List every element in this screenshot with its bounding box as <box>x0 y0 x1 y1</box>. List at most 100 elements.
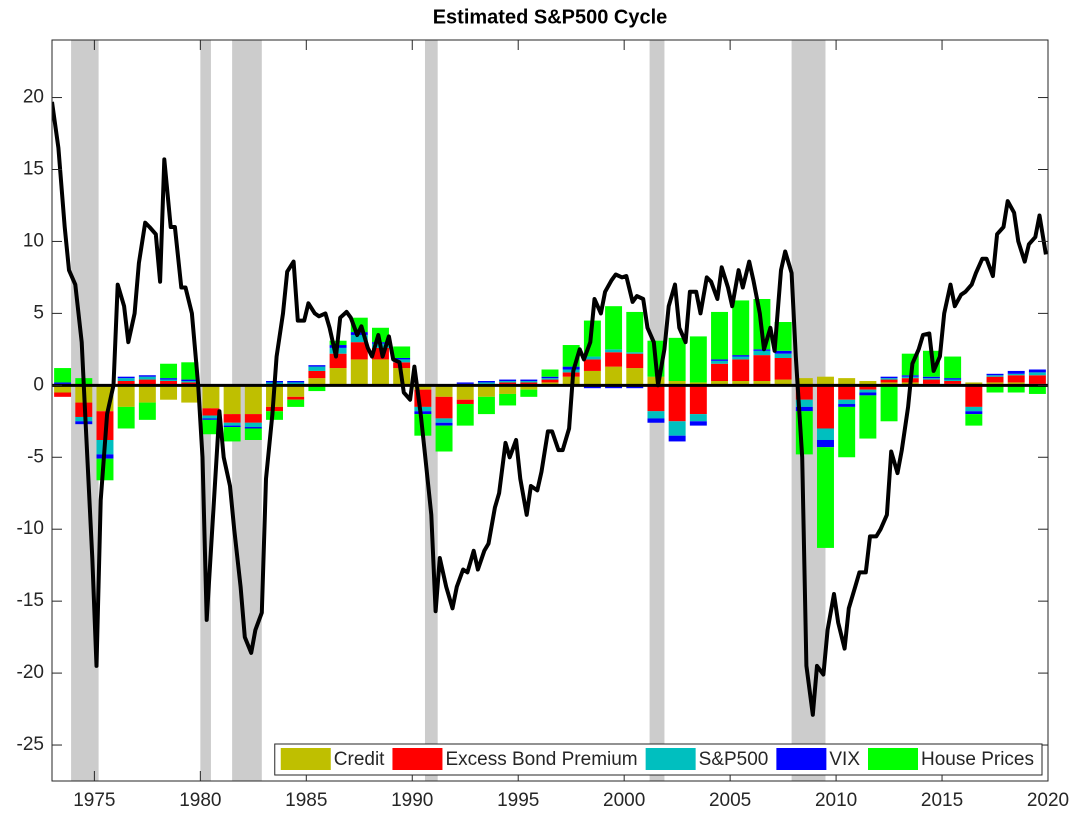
bar-segment <box>54 382 72 384</box>
bar-segment <box>859 395 877 439</box>
bar-segment <box>181 381 199 383</box>
bar-segment <box>668 385 686 422</box>
bar-segment <box>371 359 389 386</box>
bar-segment <box>817 428 834 440</box>
bar-segment <box>244 385 262 415</box>
legend-swatch <box>280 748 331 770</box>
bar-segment <box>160 381 178 386</box>
bar-segment <box>668 337 686 382</box>
bar-segment <box>117 378 135 382</box>
bar-segment <box>308 366 326 371</box>
y-tick-label: -25 <box>17 734 44 755</box>
bar-segment <box>117 385 135 407</box>
bar-segment <box>838 378 856 386</box>
bar-segment <box>880 378 898 380</box>
y-tick-label: -20 <box>17 662 44 683</box>
chart-title: Estimated S&P500 Cycle <box>433 6 668 28</box>
bar-segment <box>647 385 665 412</box>
legend-swatch <box>392 748 443 770</box>
bar-segment <box>520 385 538 390</box>
bar-segment <box>922 376 940 379</box>
bar-segment <box>477 396 495 415</box>
bar-segment <box>626 311 644 353</box>
bar-segment <box>689 385 707 415</box>
bar-segment <box>350 342 368 360</box>
bar-segment <box>287 381 305 383</box>
bar-segment <box>774 350 792 354</box>
bar-segment <box>965 411 983 415</box>
bar-segment <box>477 385 495 397</box>
x-tick-label: 2000 <box>603 790 645 811</box>
bar-segment <box>499 393 517 406</box>
bar-segment <box>689 336 707 383</box>
bar-segment <box>308 365 326 367</box>
bar-segment <box>986 373 1004 376</box>
bar-segment <box>583 356 601 360</box>
bar-segment <box>541 369 559 377</box>
bar-segment <box>626 352 644 354</box>
legend-swatch <box>645 748 696 770</box>
bar-segment <box>223 422 241 426</box>
bar-segment <box>202 419 220 435</box>
bar-segment <box>774 379 792 386</box>
x-tick-label: 2015 <box>921 790 963 811</box>
bar-segment <box>393 346 411 358</box>
bar-segment <box>859 389 877 393</box>
bar-segment <box>605 306 623 350</box>
bar-segment <box>520 389 538 397</box>
bar-segment <box>435 425 453 452</box>
bar-segment <box>520 381 538 383</box>
bar-segment <box>435 396 453 419</box>
bar-segment <box>1007 385 1025 393</box>
bar-segment <box>54 368 72 383</box>
bar-segment <box>181 385 199 403</box>
bar-segment <box>965 406 983 412</box>
bar-segment <box>647 411 665 419</box>
bar-segment <box>456 399 474 405</box>
bar-segment <box>414 385 432 390</box>
bar-segment <box>223 425 241 428</box>
bar-segment <box>774 353 792 358</box>
bar-segment <box>732 355 750 357</box>
bar-segment <box>499 385 517 394</box>
bar-segment <box>986 376 1004 383</box>
bar-segment <box>499 381 517 383</box>
y-tick-label: -5 <box>27 446 44 467</box>
bar-segment <box>965 414 983 426</box>
bar-segment <box>668 435 686 442</box>
bar-segment <box>520 379 538 382</box>
bar-segment <box>393 359 411 363</box>
legend-label: S&P500 <box>699 749 769 770</box>
axes-box <box>51 39 1049 782</box>
legend-label: House Prices <box>921 749 1034 770</box>
x-tick-label: 1975 <box>73 790 115 811</box>
bar-segment <box>944 379 962 382</box>
bar-segment <box>605 352 623 367</box>
bar-segment <box>54 392 72 397</box>
bar-segment <box>562 369 580 373</box>
y-tick-label: 15 <box>23 159 44 180</box>
bar-segment <box>774 357 792 380</box>
bar-segment <box>1028 369 1046 373</box>
legend-swatch <box>868 748 918 770</box>
bar-segment <box>817 447 834 548</box>
bar-segment <box>711 381 729 386</box>
bar-segment <box>477 382 495 384</box>
bar-segment <box>435 422 453 426</box>
bar-segment <box>1007 375 1025 383</box>
bar-segment <box>732 300 750 356</box>
bar-segment <box>1007 373 1025 376</box>
bar-segment <box>944 356 962 379</box>
bar-segment <box>1028 375 1046 384</box>
y-tick-label: 20 <box>23 87 44 108</box>
bar-segment <box>922 378 940 380</box>
bar-segment <box>753 350 771 356</box>
bar-segment <box>795 399 813 407</box>
bar-segment <box>1028 372 1046 376</box>
bar-segment <box>626 368 644 386</box>
bar-segment <box>350 359 368 386</box>
bar-segment <box>435 418 453 423</box>
bar-segment <box>647 418 665 423</box>
y-tick-label: -10 <box>17 518 44 539</box>
